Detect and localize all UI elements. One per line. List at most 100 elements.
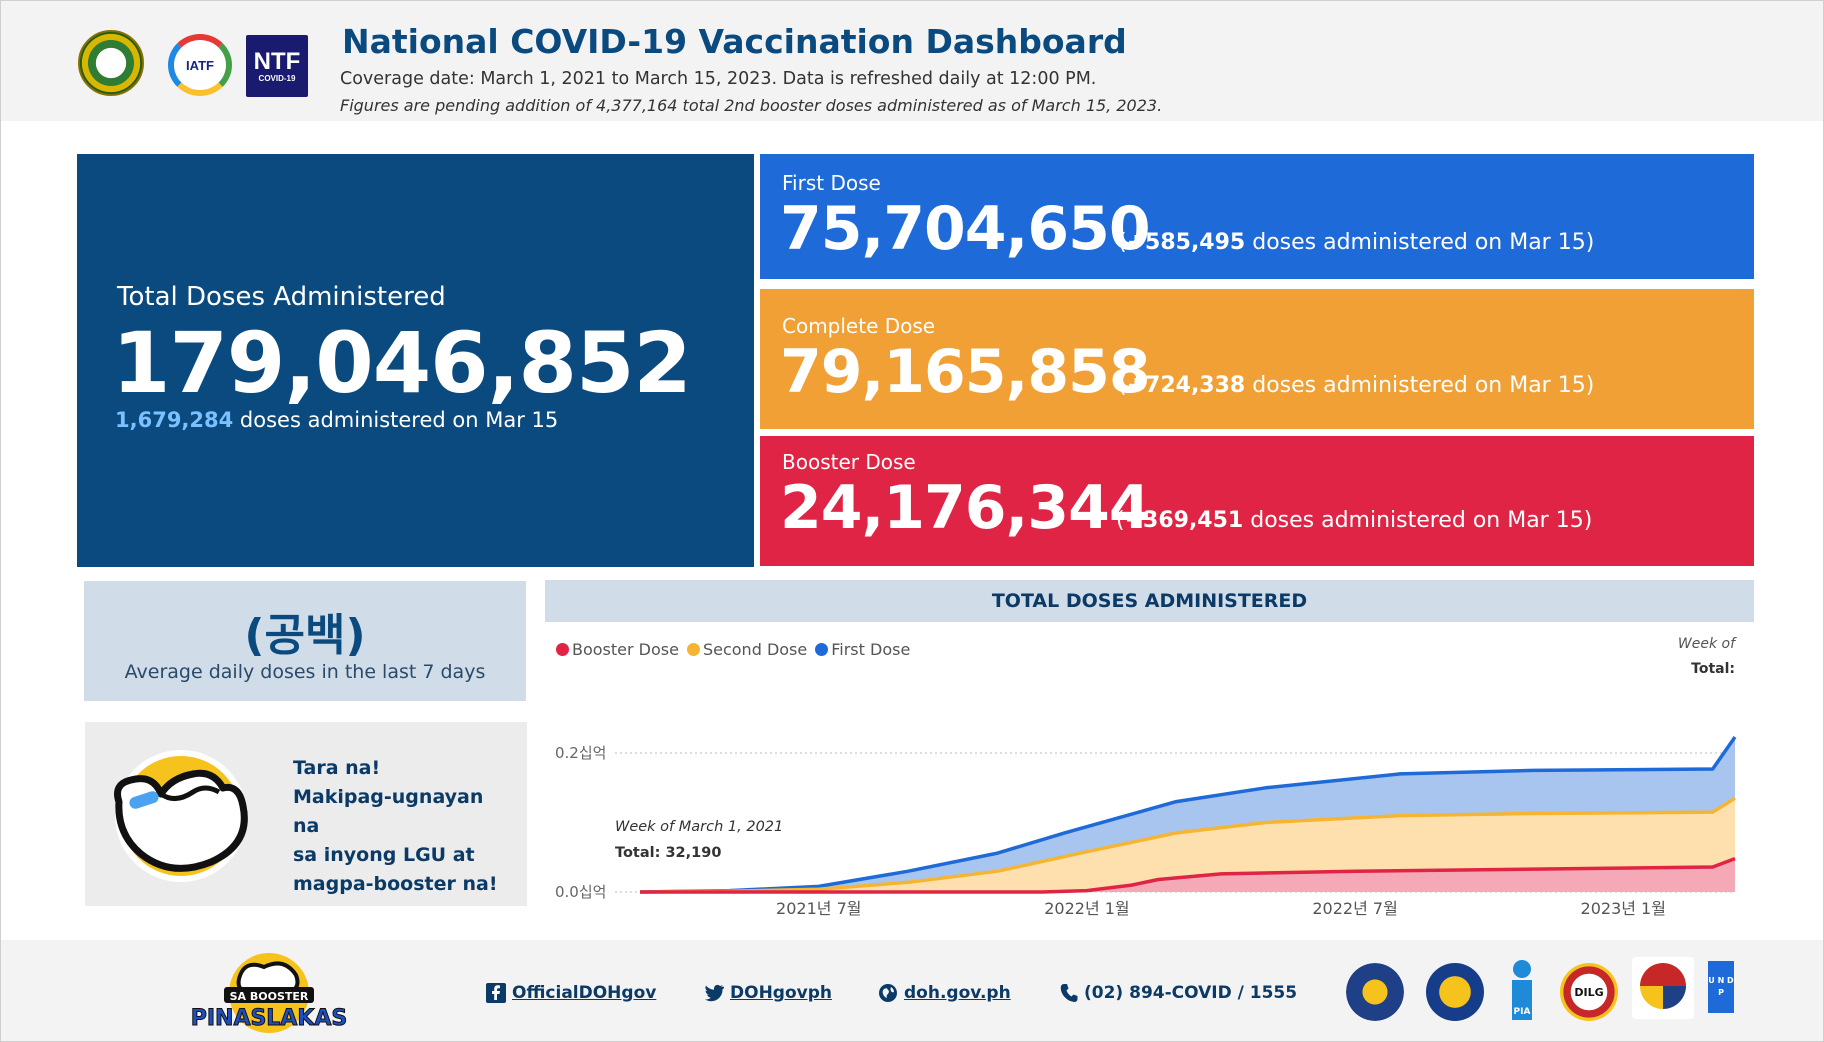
ntf-logo-subtext: COVID-19 (258, 73, 296, 83)
complete-dose-card: Complete Dose 79,165,858 (+724,338 doses… (760, 289, 1754, 429)
flexed-arm-mascot-icon (114, 750, 248, 882)
booster-dose-delta: (+369,451 doses administered on Mar 15) (1116, 508, 1592, 533)
sa-booster-pinaslakas-logo: SA BOOSTER PINASLAKAS (190, 953, 348, 1033)
total-daily-value: 1,679,284 (115, 408, 234, 432)
regional-seal-emblem (1640, 963, 1686, 1009)
campaign-top-text: SA BOOSTER (230, 990, 309, 1003)
undp-logo: U N D P (1708, 961, 1734, 1013)
presidential-seal-logo (1346, 963, 1404, 1021)
first-dose-delta-suffix: doses administered on Mar 15) (1245, 230, 1595, 255)
x-tick-label: 2023년 1월 (1581, 899, 1666, 918)
first-dose-card: First Dose 75,704,650 (+585,495 doses ad… (760, 154, 1754, 279)
page-title: National COVID-19 Vaccination Dashboard (342, 22, 1127, 61)
chart-ticks: 2021년 7월 2022년 1월 2022년 7월 2023년 1월 (776, 899, 1666, 918)
average-daily-value: (공백) (244, 610, 366, 661)
facebook-link-label: OfficialDOHgov (512, 983, 657, 1003)
booster-dose-value: 24,176,344 (780, 473, 1151, 543)
first-dose-delta-value: +585,495 (1126, 230, 1246, 255)
legend-label-booster: Booster Dose (572, 640, 679, 659)
complete-dose-delta-suffix: doses administered on Mar 15) (1245, 373, 1595, 398)
pia-logo: PIA (1510, 960, 1534, 1024)
x-tick-label: 2022년 7월 (1312, 899, 1397, 918)
doses-area-chart[interactable]: 0.0십억 0.2십억 2021년 7월 2022년 1월 2022년 7월 2023년… (545, 640, 1754, 930)
doh-seal-logo (78, 30, 144, 96)
total-doses-label: Total Doses Administered (117, 282, 446, 312)
legend-dot-booster (556, 643, 569, 656)
legend-item-first[interactable]: First Dose (815, 640, 910, 659)
x-tick-label: 2022년 1월 (1044, 899, 1129, 918)
coverage-subtitle: Coverage date: March 1, 2021 to March 15… (340, 69, 1097, 89)
campaign-bottom-text: PINASLAKAS (191, 1006, 348, 1031)
y-tick-label: 0.0십억 (555, 883, 606, 901)
globe-icon (878, 983, 898, 1003)
average-daily-box: (공백) Average daily doses in the last 7 d… (84, 581, 526, 701)
website-link-label: doh.gov.ph (904, 983, 1011, 1003)
legend-item-booster[interactable]: Booster Dose (556, 640, 679, 659)
phone-number: (02) 894-COVID / 1555 (1084, 983, 1298, 1003)
complete-dose-delta: (+724,338 doses administered on Mar 15) (1118, 373, 1594, 398)
complete-dose-label: Complete Dose (782, 314, 936, 338)
total-daily-doses: 1,679,284 doses administered on Mar 15 (115, 408, 558, 432)
total-doses-value: 179,046,852 (112, 314, 692, 412)
booster-dose-delta-value: +369,451 (1124, 508, 1244, 533)
pia-logo-text: PIA (1512, 980, 1532, 1020)
undp-logo-text: U N D P (1708, 976, 1734, 997)
phone-icon (1060, 983, 1078, 1003)
facebook-icon (486, 983, 506, 1003)
promo-line: Makipag-ugnayan na (293, 786, 484, 837)
regional-seal-logo (1632, 957, 1694, 1019)
booster-promo-box: Tara na! Makipag-ugnayan na sa inyong LG… (85, 722, 527, 906)
promo-text: Tara na! Makipag-ugnayan na sa inyong LG… (293, 754, 513, 899)
complete-dose-delta-open: ( (1118, 373, 1127, 398)
legend-dot-second (686, 643, 700, 656)
facebook-link[interactable]: OfficialDOHgov (486, 983, 656, 1003)
average-daily-label: Average daily doses in the last 7 days (124, 661, 486, 683)
twitter-icon (704, 984, 724, 1002)
tooltip-total-header: Total: (1691, 661, 1735, 677)
iatf-logo-text: IATF (186, 57, 214, 73)
ntf-logo-text: NTF (253, 47, 301, 75)
complete-dose-delta-value: +724,338 (1126, 373, 1246, 398)
promo-line: sa inyong LGU at (293, 844, 475, 866)
annotation-week: Week of March 1, 2021 (615, 819, 783, 835)
booster-dose-card: Booster Dose 24,176,344 (+369,451 doses … (760, 436, 1754, 566)
first-dose-value: 75,704,650 (780, 194, 1151, 264)
chart-gridlines: 0.0십억 0.2십억 (555, 744, 1735, 901)
first-dose-delta: (+585,495 doses administered on Mar 15) (1118, 230, 1594, 255)
promo-line: Tara na! (293, 757, 381, 779)
dilg-logo: DILG (1560, 963, 1618, 1021)
first-dose-delta-open: ( (1118, 230, 1127, 255)
twitter-link[interactable]: DOHgovph (704, 983, 832, 1003)
ntf-logo: NTF COVID-19 (246, 35, 308, 97)
total-daily-suffix: doses administered on Mar 15 (233, 408, 559, 432)
dilg-logo-text: DILG (1574, 985, 1604, 999)
legend-label-second: Second Dose (702, 640, 808, 659)
legend-label-first: First Dose (831, 640, 911, 659)
twitter-link-label: DOHgovph (730, 983, 832, 1003)
phone-contact[interactable]: (02) 894-COVID / 1555 (1060, 983, 1297, 1003)
legend-dot-first (815, 643, 829, 656)
chart-legend: Booster Dose Second Dose First Dose (556, 640, 910, 659)
x-tick-label: 2021년 7월 (776, 899, 861, 918)
area-booster (640, 858, 1735, 892)
y-tick-label: 0.2십억 (555, 744, 606, 762)
legend-item-second[interactable]: Second Dose (686, 640, 808, 659)
government-seal-logo (1426, 963, 1484, 1021)
tooltip-week-header: Week of (1677, 636, 1735, 652)
total-doses-card: Total Doses Administered 179,046,852 1,6… (77, 154, 754, 567)
website-link[interactable]: doh.gov.ph (878, 983, 1011, 1003)
booster-dose-label: Booster Dose (782, 450, 916, 474)
promo-line: magpa-booster na! (293, 873, 498, 895)
line-booster (640, 856, 1736, 894)
complete-dose-value: 79,165,858 (780, 337, 1151, 407)
line-second (639, 796, 1736, 894)
annotation-total: Total: 32,190 (615, 845, 721, 861)
first-dose-label: First Dose (782, 171, 881, 195)
pia-logo-head (1513, 960, 1531, 978)
line-first (639, 735, 1737, 894)
chart-title: TOTAL DOSES ADMINISTERED (545, 580, 1754, 622)
booster-note: Figures are pending addition of 4,377,16… (340, 96, 1163, 115)
booster-dose-delta-suffix: doses administered on Mar 15) (1243, 508, 1593, 533)
booster-dose-delta-open: ( (1116, 508, 1125, 533)
iatf-logo: IATF (168, 34, 232, 96)
